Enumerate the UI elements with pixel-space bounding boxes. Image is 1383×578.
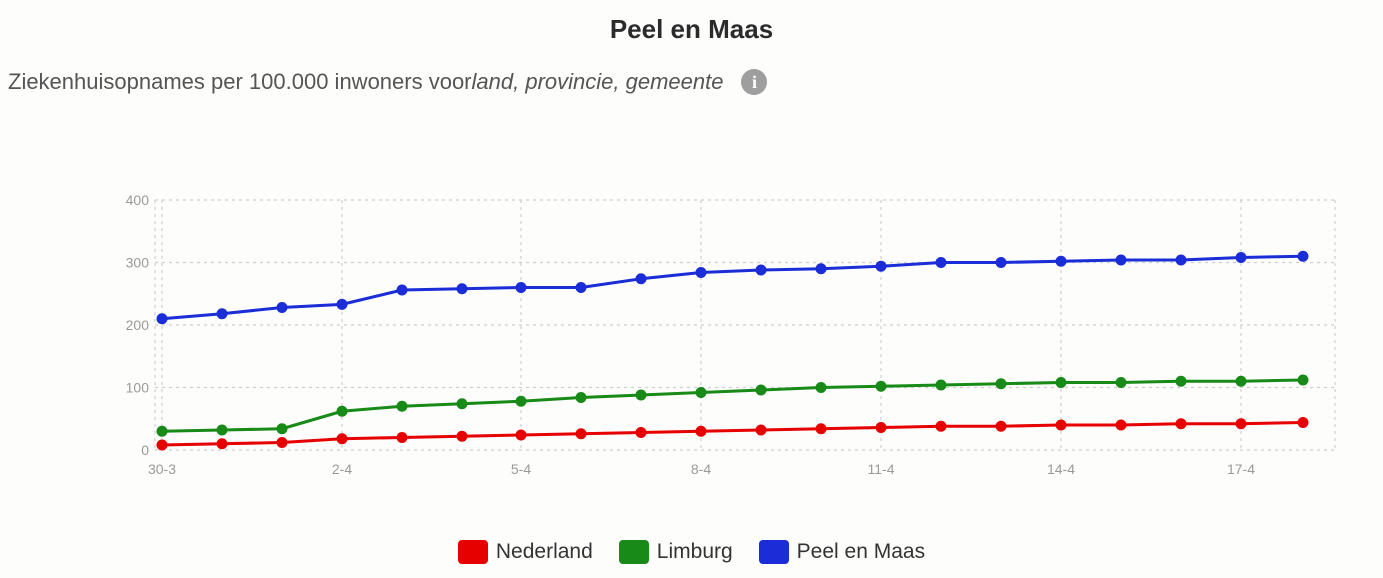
series-marker[interactable] [277, 424, 287, 434]
series-marker[interactable] [1236, 376, 1246, 386]
series-line [162, 256, 1303, 319]
series-marker[interactable] [576, 429, 586, 439]
y-axis-label: 300 [126, 255, 150, 271]
legend-item-nederland[interactable]: Nederland [458, 540, 593, 564]
legend-swatch-limburg [619, 540, 649, 564]
series-marker[interactable] [756, 425, 766, 435]
series-marker[interactable] [936, 258, 946, 268]
series-marker[interactable] [876, 381, 886, 391]
legend-label-nederland: Nederland [496, 540, 593, 564]
subtitle-prefix: Ziekenhuisopnames per 100.000 inwoners v… [8, 69, 472, 95]
chart-container: Peel en Maas Ziekenhuisopnames per 100.0… [0, 0, 1383, 578]
series-marker[interactable] [1236, 419, 1246, 429]
series-marker[interactable] [157, 426, 167, 436]
series-marker[interactable] [636, 390, 646, 400]
y-axis-label: 100 [126, 380, 150, 396]
series-marker[interactable] [816, 264, 826, 274]
series-marker[interactable] [1176, 419, 1186, 429]
x-axis-label: 30-3 [148, 461, 176, 477]
series-marker[interactable] [876, 261, 886, 271]
series-marker[interactable] [936, 380, 946, 390]
chart-svg: 0 100 200 300 400 30-3 2-4 5-4 8-4 11-4 14-4 17-4 [125, 190, 1345, 520]
series-marker[interactable] [816, 383, 826, 393]
legend-label-limburg: Limburg [657, 540, 733, 564]
series-marker[interactable] [936, 421, 946, 431]
series-marker[interactable] [157, 440, 167, 450]
legend-swatch-peelenmaas [759, 540, 789, 564]
legend-label-peelenmaas: Peel en Maas [797, 540, 925, 564]
series-marker[interactable] [1176, 255, 1186, 265]
series-marker[interactable] [1298, 251, 1308, 261]
x-axis-label: 8-4 [691, 461, 711, 477]
x-axis-label: 5-4 [511, 461, 531, 477]
series-marker[interactable] [217, 439, 227, 449]
line-chart: 010020030040030-32-45-48-411-414-417-4 [125, 190, 1345, 460]
series-marker[interactable] [1056, 420, 1066, 430]
series-marker[interactable] [1116, 255, 1126, 265]
series-marker[interactable] [876, 423, 886, 433]
legend-item-limburg[interactable]: Limburg [619, 540, 733, 564]
series-marker[interactable] [217, 309, 227, 319]
series-marker[interactable] [696, 268, 706, 278]
series-marker[interactable] [1116, 378, 1126, 388]
series-marker[interactable] [516, 283, 526, 293]
series-marker[interactable] [636, 428, 646, 438]
series-marker[interactable] [457, 431, 467, 441]
info-icon[interactable]: i [741, 69, 767, 95]
legend-swatch-nederland [458, 540, 488, 564]
series-marker[interactable] [1116, 420, 1126, 430]
series-marker[interactable] [996, 379, 1006, 389]
chart-subtitle: Ziekenhuisopnames per 100.000 inwoners v… [0, 45, 1383, 95]
series-marker[interactable] [1298, 375, 1308, 385]
series-marker[interactable] [397, 285, 407, 295]
series-marker[interactable] [816, 424, 826, 434]
series-line [162, 423, 1303, 446]
series-marker[interactable] [277, 303, 287, 313]
y-axis-label: 0 [141, 442, 149, 458]
x-axis-label: 2-4 [332, 461, 352, 477]
y-axis-label: 200 [126, 317, 150, 333]
series-marker[interactable] [337, 434, 347, 444]
series-marker[interactable] [516, 396, 526, 406]
series-marker[interactable] [1056, 378, 1066, 388]
series-marker[interactable] [1056, 256, 1066, 266]
series-marker[interactable] [277, 438, 287, 448]
series-marker[interactable] [696, 388, 706, 398]
series-marker[interactable] [217, 425, 227, 435]
series-marker[interactable] [337, 406, 347, 416]
series-marker[interactable] [157, 314, 167, 324]
y-axis-label: 400 [126, 192, 150, 208]
legend-item-peelenmaas[interactable]: Peel en Maas [759, 540, 925, 564]
series-marker[interactable] [1176, 376, 1186, 386]
series-marker[interactable] [996, 258, 1006, 268]
chart-title: Peel en Maas [0, 0, 1383, 45]
series-marker[interactable] [457, 284, 467, 294]
series-marker[interactable] [457, 399, 467, 409]
subtitle-italic: land, provincie, gemeente [472, 69, 724, 95]
series-marker[interactable] [756, 265, 766, 275]
series-marker[interactable] [337, 299, 347, 309]
series-marker[interactable] [397, 433, 407, 443]
series-marker[interactable] [1236, 253, 1246, 263]
series-marker[interactable] [397, 401, 407, 411]
x-axis-label: 14-4 [1047, 461, 1075, 477]
series-marker[interactable] [516, 430, 526, 440]
series-marker[interactable] [576, 393, 586, 403]
x-axis-label: 17-4 [1227, 461, 1255, 477]
series-marker[interactable] [576, 283, 586, 293]
series-marker[interactable] [756, 385, 766, 395]
chart-legend: Nederland Limburg Peel en Maas [0, 540, 1383, 564]
series-marker[interactable] [996, 421, 1006, 431]
series-marker[interactable] [1298, 418, 1308, 428]
series-marker[interactable] [636, 274, 646, 284]
series-marker[interactable] [696, 426, 706, 436]
x-axis-label: 11-4 [868, 461, 895, 477]
